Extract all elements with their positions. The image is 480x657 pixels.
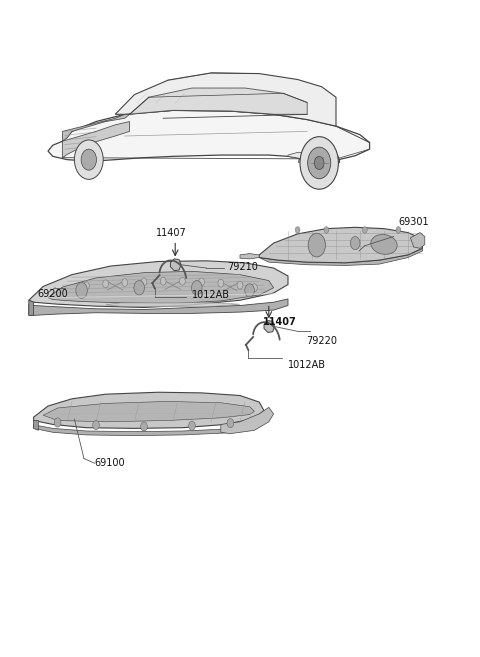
- Polygon shape: [43, 401, 254, 422]
- Circle shape: [141, 422, 147, 431]
- Polygon shape: [130, 88, 307, 114]
- Polygon shape: [410, 233, 425, 248]
- Polygon shape: [288, 152, 336, 160]
- Circle shape: [396, 227, 401, 233]
- Circle shape: [84, 282, 89, 290]
- Circle shape: [252, 284, 257, 292]
- Polygon shape: [34, 419, 264, 436]
- Polygon shape: [115, 73, 336, 126]
- Polygon shape: [34, 420, 38, 430]
- Circle shape: [362, 227, 367, 233]
- Circle shape: [350, 237, 360, 250]
- Text: 69200: 69200: [37, 288, 68, 299]
- Polygon shape: [240, 254, 259, 259]
- Polygon shape: [259, 227, 422, 263]
- Ellipse shape: [371, 235, 397, 254]
- Polygon shape: [48, 110, 370, 163]
- Circle shape: [295, 227, 300, 233]
- Text: 1012AB: 1012AB: [288, 360, 326, 371]
- Text: 1012AB: 1012AB: [192, 290, 230, 300]
- Circle shape: [81, 149, 96, 170]
- Circle shape: [199, 278, 204, 286]
- Polygon shape: [62, 122, 130, 158]
- Circle shape: [324, 227, 329, 233]
- Circle shape: [237, 281, 243, 289]
- Polygon shape: [29, 299, 288, 315]
- Circle shape: [103, 280, 108, 288]
- Polygon shape: [170, 259, 181, 271]
- Polygon shape: [29, 300, 34, 315]
- Circle shape: [93, 420, 99, 430]
- Circle shape: [308, 233, 325, 257]
- Circle shape: [180, 277, 185, 285]
- Text: 69100: 69100: [95, 457, 125, 468]
- Circle shape: [245, 284, 254, 297]
- Circle shape: [189, 421, 195, 430]
- Circle shape: [308, 147, 331, 179]
- Polygon shape: [29, 261, 288, 307]
- Polygon shape: [62, 114, 130, 141]
- Circle shape: [74, 140, 103, 179]
- Circle shape: [76, 283, 87, 298]
- Circle shape: [192, 281, 202, 295]
- Polygon shape: [48, 271, 274, 304]
- Text: 11407: 11407: [263, 317, 297, 327]
- Circle shape: [122, 279, 128, 286]
- Circle shape: [160, 277, 166, 285]
- Polygon shape: [259, 248, 422, 265]
- Circle shape: [134, 281, 144, 295]
- Polygon shape: [34, 392, 264, 428]
- Circle shape: [227, 419, 234, 428]
- Circle shape: [300, 137, 338, 189]
- Circle shape: [54, 418, 61, 427]
- Polygon shape: [264, 321, 275, 332]
- Text: 79210: 79210: [228, 262, 258, 273]
- Circle shape: [141, 278, 147, 286]
- Text: 79220: 79220: [306, 336, 337, 346]
- Circle shape: [218, 279, 224, 287]
- Text: 11407: 11407: [156, 228, 187, 238]
- Text: 69301: 69301: [398, 217, 429, 227]
- Polygon shape: [221, 407, 274, 434]
- Polygon shape: [106, 302, 240, 307]
- Circle shape: [314, 156, 324, 170]
